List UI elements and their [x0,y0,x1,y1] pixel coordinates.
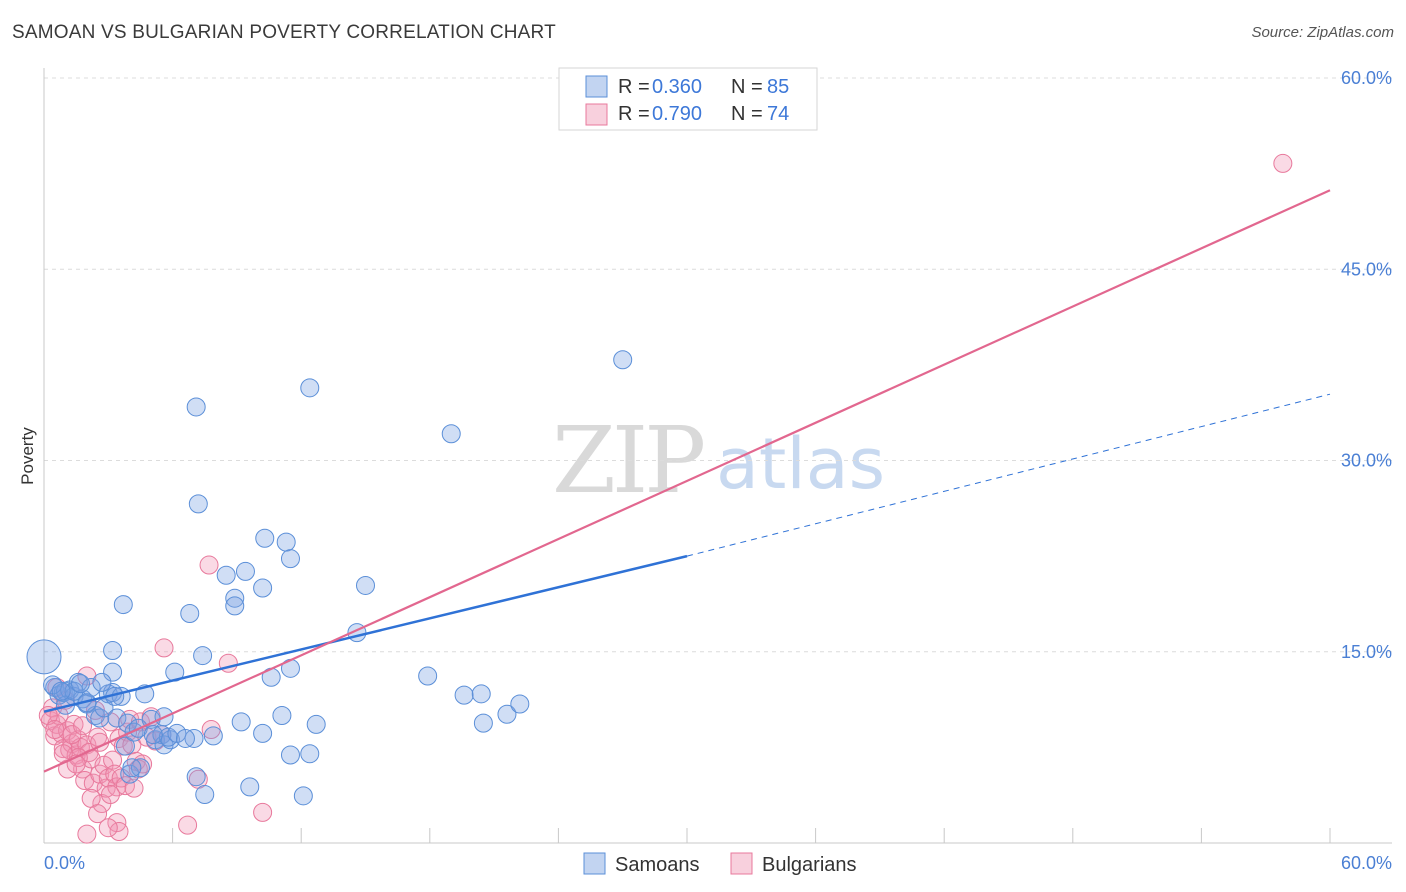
legend-swatch-bulgarians [585,103,608,126]
watermark: ZIP atlas [552,407,885,514]
series-legend: Samoans Bulgarians [583,852,857,876]
bulgarian-point [73,716,93,736]
samoan-point [356,575,375,595]
chart-source: Source: ZipAtlas.com [1251,24,1394,41]
samoan-point [255,528,275,548]
samoans-trend-extension [686,393,1331,557]
bulgarian-point [38,706,58,725]
legend-n-value-bulgarians: 74 [767,103,789,125]
correlation-legend: R = 0.360 N = 85 R = 0.790 N = 74 [558,67,818,131]
legend-r-value-samoans: 0.360 [652,76,702,98]
bulgarian-point [98,818,118,838]
trend-lines [43,189,1331,773]
bulgarian-point [253,802,273,822]
x-tick-label-min: 0.0% [44,853,85,873]
samoan-point [253,723,273,743]
samoan-point [613,350,633,370]
samoan-point [300,744,320,764]
samoans-trend-line [43,554,688,713]
legend-r-label-bulgarians: R = [618,103,650,125]
y-tick-label: 60.0% [1341,68,1392,88]
samoan-point [175,728,195,748]
samoan-point [90,708,110,728]
legend-r-label-samoans: R = [618,76,650,98]
bulgarian-point [45,720,65,740]
samoan-point [240,777,260,797]
bulgarian-point [103,750,123,770]
y-tick-label: 45.0% [1341,259,1392,279]
samoan-point [216,565,236,585]
samoan-point [51,681,71,701]
samoan-point [203,726,223,746]
samoan-point [195,785,215,805]
samoans-points [26,350,633,806]
bottom-legend-label-samoans: Samoans [615,854,700,876]
bulgarian-point [154,638,174,658]
bulgarian-point [1273,153,1293,173]
samoan-point [193,646,213,666]
samoan-point [441,424,461,444]
bulgarian-point [178,815,198,835]
samoan-point [276,532,296,552]
legend-n-label-bulgarians: N = [731,103,763,125]
samoan-point [235,561,255,581]
bottom-legend-swatch-samoans [583,852,606,875]
samoan-point [107,708,127,728]
samoan-point [510,694,530,714]
samoan-point [103,640,123,660]
samoan-point [280,745,300,765]
samoan-point [70,674,90,694]
x-ticks [43,828,1331,843]
y-tick-label: 30.0% [1341,451,1392,471]
legend-box [558,67,818,131]
bulgarian-point [109,822,129,842]
samoan-point [225,588,245,608]
samoan-point [418,666,438,686]
legend-n-label-samoans: N = [731,76,763,98]
bulgarian-point [88,804,108,824]
bulgarian-point [199,555,219,575]
watermark-atlas: atlas [716,423,885,505]
samoan-point [186,397,206,417]
samoan-point [26,639,62,675]
samoan-point [272,706,292,725]
samoan-point [103,662,123,682]
samoan-point [122,758,142,778]
legend-swatch-samoans [585,75,608,98]
samoan-point [113,595,133,615]
bulgarian-point [77,824,97,844]
bulgarian-point [124,778,144,798]
samoan-point [92,672,112,692]
y-tick-label: 15.0% [1341,642,1392,662]
chart-title: SAMOAN VS BULGARIAN POVERTY CORRELATION … [12,22,556,43]
samoan-point [225,596,245,616]
bottom-legend-label-bulgarians: Bulgarians [762,854,857,876]
samoan-point [471,684,491,704]
samoan-point [300,378,320,398]
samoan-point [306,714,326,734]
samoan-point [115,736,135,756]
y-axis-label: Poverty [18,427,37,485]
samoan-point [293,786,313,806]
x-tick-label-max: 60.0% [1341,853,1392,873]
samoan-point [473,713,493,733]
legend-n-value-samoans: 85 [767,76,789,98]
y-tick-labels: 15.0% 30.0% 45.0% 60.0% [1341,68,1392,662]
samoan-point [188,494,208,514]
samoan-point [497,704,517,724]
samoan-point [180,604,200,623]
samoan-point [186,767,206,787]
samoan-point [253,578,273,598]
samoan-point [143,725,163,745]
samoan-point [231,712,251,732]
legend-r-value-bulgarians: 0.790 [652,103,702,125]
samoan-point [454,685,474,705]
bulgarians-trend-line [43,189,1331,773]
bulgarian-point [100,785,120,805]
bottom-legend-swatch-bulgarians [730,852,753,875]
samoan-point [280,549,300,569]
